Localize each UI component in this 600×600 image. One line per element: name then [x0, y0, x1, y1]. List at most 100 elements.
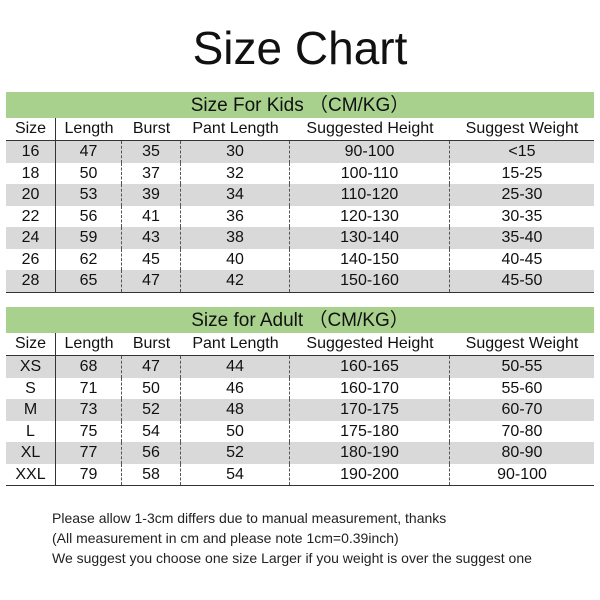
table-cell: 39	[122, 184, 181, 206]
table-cell: 170-175	[290, 399, 450, 421]
note-line: Please allow 1-3cm differs due to manual…	[52, 510, 447, 526]
table-cell: 30	[181, 141, 290, 163]
page-title: Size Chart	[192, 22, 408, 74]
table-cell: 25-30	[501, 186, 543, 203]
table-cell: XL	[6, 442, 56, 464]
table-cell: 130-140	[290, 227, 450, 249]
table-cell: 47	[122, 270, 181, 292]
table-cell: 22	[6, 205, 56, 227]
table-cell: 20	[6, 184, 56, 206]
table-cell: 50	[56, 162, 122, 184]
table-row: 28 65 47 42 150-160 45-50	[6, 270, 594, 293]
table-cell: S	[6, 377, 56, 399]
table-cell: 24	[6, 227, 56, 249]
table-cell: 77	[56, 442, 122, 464]
table-cell: 41	[122, 205, 181, 227]
table-cell: 50	[181, 420, 290, 442]
column-header: Suggest Weight	[465, 335, 579, 352]
table-cell: 55-60	[501, 379, 543, 397]
table-cell: 90-100	[497, 465, 547, 483]
column-header: Length	[64, 335, 114, 352]
table-cell: 36	[181, 205, 290, 227]
adult-table-heading: Size for Adult （CM/KG）	[6, 307, 594, 333]
table-cell: 120-130	[290, 205, 450, 227]
header-row: Size Length Burst Pant Length Suggested Heig…	[6, 118, 594, 141]
column-header: Suggested Height	[306, 120, 434, 137]
table-cell: 50	[122, 377, 181, 399]
table-cell: 30-35	[501, 207, 543, 225]
table-cell: 150-160	[290, 270, 450, 292]
table-row: 18 50 37 32 100-110 15-25	[6, 162, 594, 184]
table-row: 22 56 41 36 120-130 30-35	[6, 205, 594, 227]
table-cell: M	[6, 399, 56, 421]
table-cell: 46	[181, 377, 290, 399]
table-cell: 35	[122, 141, 181, 163]
table-cell: 140-150	[290, 248, 450, 270]
table-cell: 80-90	[501, 444, 543, 461]
table-cell: 37	[122, 162, 181, 184]
column-header: Burst	[132, 335, 171, 352]
table-cell: 90-100	[290, 141, 450, 163]
table-cell: 160-170	[290, 377, 450, 399]
table-row: 26 62 45 40 140-150 40-45	[6, 248, 594, 270]
table-cell: 43	[122, 227, 181, 249]
table-cell: 47	[56, 141, 122, 163]
table-cell: 28	[6, 270, 56, 292]
note-line: We suggest you choose one size Larger if…	[52, 550, 532, 566]
table-cell: 100-110	[290, 162, 450, 184]
table-cell: 54	[122, 420, 181, 442]
table-cell: 75	[56, 420, 122, 442]
table-row: XXL 79 58 54 190-200 90-100	[6, 463, 594, 486]
column-header: Suggest Weight	[465, 120, 579, 137]
table-cell: 110-120	[290, 184, 450, 206]
table-cell: 45-50	[501, 272, 543, 289]
table-cell: 62	[56, 248, 122, 270]
column-header: Burst	[132, 120, 171, 137]
table-cell: XS	[6, 356, 56, 378]
table-row: M 73 52 48 170-175 60-70	[6, 399, 594, 421]
header-row: Size Length Burst Pant Length Suggested Heig…	[6, 333, 594, 356]
table-cell: 34	[181, 184, 290, 206]
table-cell: 190-200	[290, 463, 450, 485]
table-cell: 54	[181, 463, 290, 485]
table-cell: 56	[56, 205, 122, 227]
table-cell: 175-180	[290, 420, 450, 442]
table-row: XS 68 47 44 160-165 50-55	[6, 356, 594, 378]
table-cell: 16	[6, 141, 56, 163]
table-row: XL 77 56 52 180-190 80-90	[6, 442, 594, 464]
table-cell: 45	[122, 248, 181, 270]
table-cell: 65	[56, 270, 122, 292]
column-header: Pant Length	[192, 335, 279, 352]
table-cell: 58	[122, 463, 181, 485]
table-cell: 73	[56, 399, 122, 421]
table-cell: 40-45	[501, 250, 543, 268]
table-cell: 50-55	[501, 358, 543, 375]
note-line: (All measurement in cm and please note 1…	[52, 530, 399, 546]
table-cell: 15-25	[501, 164, 543, 182]
column-header: Size	[6, 333, 56, 355]
table-cell: 68	[56, 356, 122, 378]
table-row: S 71 50 46 160-170 55-60	[6, 377, 594, 399]
table-cell: 160-165	[290, 356, 450, 378]
table-cell: 44	[181, 356, 290, 378]
column-header: Pant Length	[192, 120, 279, 137]
table-row: 20 53 39 34 110-120 25-30	[6, 184, 594, 206]
table-row: L 75 54 50 175-180 70-80	[6, 420, 594, 442]
table-cell: 59	[56, 227, 122, 249]
table-row: 16 47 35 30 90-100 <15	[6, 141, 594, 163]
table-cell: 180-190	[290, 442, 450, 464]
table-cell: 48	[181, 399, 290, 421]
table-cell: 52	[181, 442, 290, 464]
table-cell: 35-40	[501, 229, 543, 246]
table-cell: 53	[56, 184, 122, 206]
table-cell: 52	[122, 399, 181, 421]
table-cell: 38	[181, 227, 290, 249]
table-cell: 56	[122, 442, 181, 464]
table-cell: 71	[56, 377, 122, 399]
table-cell: XXL	[6, 463, 56, 485]
table-cell: 18	[6, 162, 56, 184]
table-cell: 40	[181, 248, 290, 270]
table-cell: <15	[508, 143, 536, 160]
kids-table-heading: Size For Kids （CM/KG）	[6, 92, 594, 118]
column-header: Suggested Height	[306, 335, 434, 352]
